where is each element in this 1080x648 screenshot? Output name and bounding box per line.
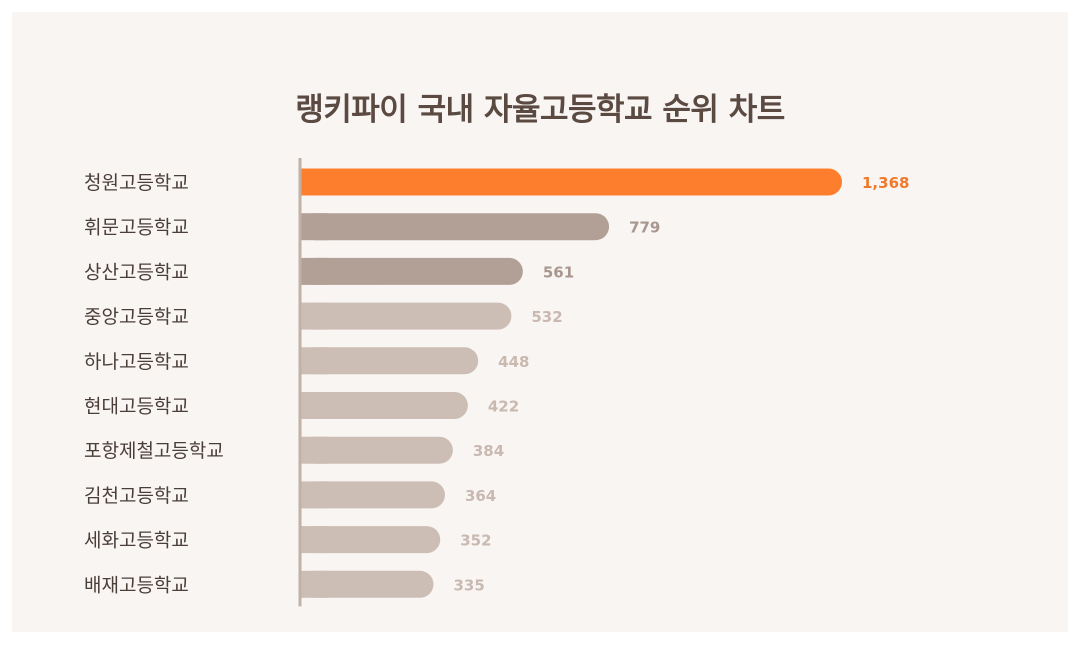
value-label: 335 — [453, 576, 484, 594]
category-label: 세화고등학교 — [84, 530, 189, 552]
bar-body — [301, 436, 453, 464]
category-label: 상산고등학교 — [84, 261, 189, 283]
value-label: 448 — [498, 353, 529, 371]
bar-body — [301, 526, 441, 554]
bar — [301, 168, 842, 196]
category-label: 김천고등학교 — [84, 485, 189, 507]
bar-left-cap — [301, 526, 328, 554]
category-label: 배재고등학교 — [84, 574, 189, 596]
bar-left-cap — [301, 168, 328, 196]
value-label: 352 — [460, 532, 491, 550]
bar — [301, 302, 512, 330]
bar-left-cap — [301, 347, 328, 375]
bar-body — [301, 257, 523, 285]
bar-body — [301, 168, 842, 196]
bar-left-cap — [301, 302, 328, 330]
value-label: 779 — [629, 219, 660, 237]
bar-left-cap — [301, 570, 328, 598]
value-label: 532 — [531, 308, 562, 326]
bar-body — [301, 570, 434, 598]
bar-left-cap — [301, 392, 328, 419]
bar — [301, 257, 523, 285]
value-label: 1,368 — [862, 174, 909, 192]
bar — [301, 392, 468, 419]
bar-body — [301, 213, 610, 241]
chart-card — [12, 12, 1068, 632]
bar-body — [301, 392, 468, 419]
bar-left-cap — [301, 213, 328, 241]
category-label: 포항제철고등학교 — [84, 440, 224, 462]
category-label: 청원고등학교 — [84, 172, 189, 194]
bar-body — [301, 481, 445, 509]
category-label: 휘문고등학교 — [84, 217, 189, 239]
value-label: 561 — [543, 263, 574, 281]
category-label: 중앙고등학교 — [84, 306, 189, 328]
value-label: 384 — [473, 442, 504, 460]
category-label: 현대고등학교 — [84, 396, 189, 418]
bar — [301, 526, 441, 554]
bar — [301, 481, 445, 509]
bar-left-cap — [301, 436, 328, 464]
bar-body — [301, 347, 479, 375]
value-label: 364 — [465, 487, 496, 505]
bar — [301, 213, 610, 241]
value-label: 422 — [488, 398, 519, 416]
chart-title: 랭키파이 국내 자율고등학교 순위 차트 — [295, 92, 785, 128]
bar-left-cap — [301, 257, 328, 285]
bar — [301, 570, 434, 598]
bar — [301, 347, 479, 375]
bar-body — [301, 302, 512, 330]
bar-left-cap — [301, 481, 328, 509]
category-label: 하나고등학교 — [84, 351, 189, 373]
bar — [301, 436, 453, 464]
